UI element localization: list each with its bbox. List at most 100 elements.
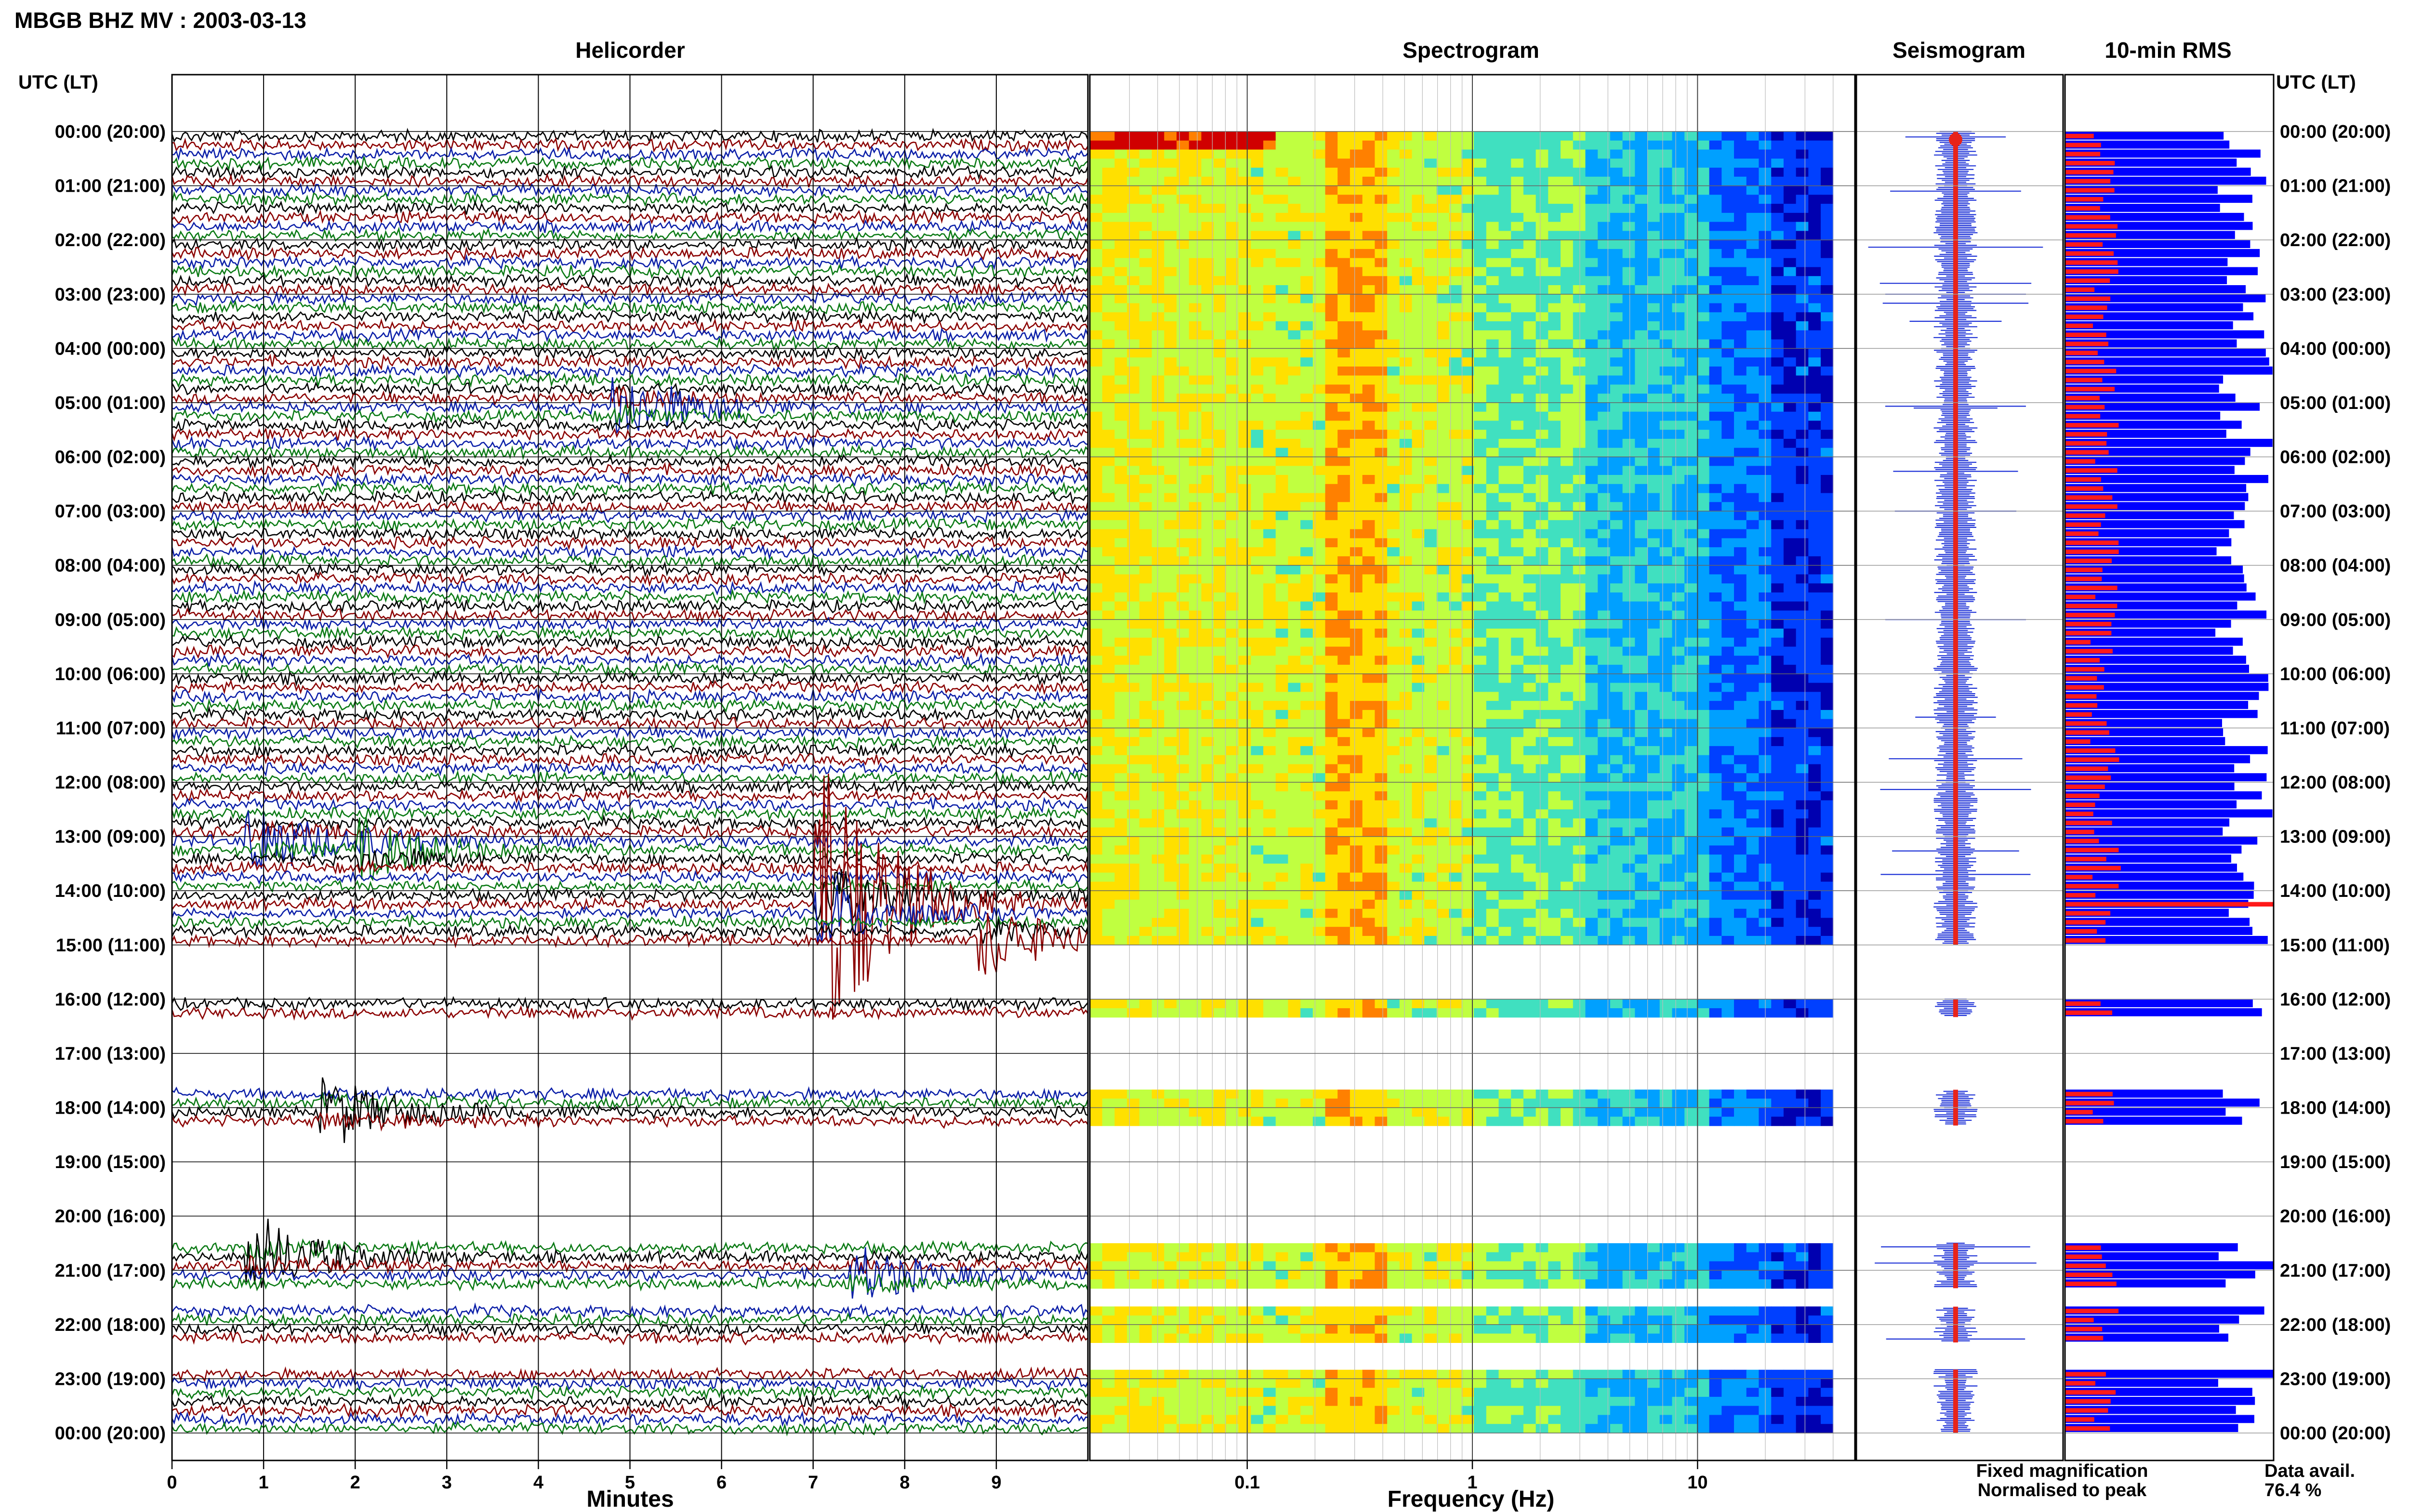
- spectrogram-cell: [1523, 665, 1536, 674]
- spectrogram-cell: [1436, 719, 1450, 729]
- spectrogram-cell: [1598, 827, 1611, 837]
- spectrogram-cell: [1201, 339, 1214, 349]
- spectrogram-cell: [1734, 791, 1747, 801]
- spectrogram-cell: [1610, 538, 1623, 548]
- spectrogram-cell: [1734, 565, 1747, 575]
- spectrogram-cell: [1226, 249, 1239, 259]
- spectrogram-cell: [1486, 240, 1499, 250]
- spectrogram-cell: [1312, 357, 1326, 367]
- spectrogram-cell: [1746, 809, 1760, 819]
- spectrogram-cell: [1238, 402, 1251, 412]
- spectrogram-cell: [1821, 384, 1834, 394]
- spectrogram-cell: [1696, 629, 1710, 638]
- spectrogram-cell: [1808, 267, 1821, 276]
- spectrogram-cell: [1114, 746, 1127, 756]
- spectrogram-cell: [1102, 204, 1115, 213]
- spectrogram-cell: [1573, 592, 1586, 602]
- spectrogram-cell: [1189, 394, 1202, 403]
- spectrogram-cell: [1498, 475, 1511, 485]
- spectrogram-cell: [1535, 673, 1549, 684]
- spectrogram-cell: [1474, 818, 1487, 828]
- spectrogram-cell: [1090, 402, 1103, 412]
- spectrogram-cell: [1424, 312, 1437, 322]
- spectrogram-cell: [1399, 656, 1413, 665]
- spectrogram-cell: [1288, 673, 1301, 684]
- spectrogram-cell: [1511, 809, 1524, 819]
- spectrogram-cell: [1659, 176, 1673, 186]
- spectrogram-cell: [1275, 222, 1289, 231]
- spectrogram-cell: [1474, 303, 1487, 313]
- spectrogram-cell: [1573, 737, 1586, 747]
- spectrogram-cell: [1238, 764, 1251, 774]
- spectrogram-cell: [1622, 764, 1636, 774]
- spectrogram-cell: [1362, 692, 1376, 701]
- spectrogram-cell: [1189, 629, 1202, 638]
- spectrogram-cell: [1325, 800, 1338, 810]
- spectrogram-cell: [1461, 646, 1474, 656]
- spectrogram-cell: [1177, 222, 1190, 231]
- spectrogram-cell: [1114, 357, 1127, 367]
- spectrogram-cell: [1474, 430, 1487, 439]
- spectrogram-cell: [1548, 285, 1561, 295]
- spectrogram-cell: [1808, 158, 1821, 168]
- spectrogram-cell: [1821, 800, 1834, 810]
- spectrogram-cell: [1102, 421, 1115, 430]
- spectrogram-cell: [1610, 845, 1623, 855]
- spectrogram-cell: [1461, 176, 1474, 186]
- spectrogram-cell: [1114, 592, 1127, 602]
- spectrogram-cell: [1821, 430, 1834, 439]
- spectrogram-cell: [1498, 502, 1511, 512]
- spectrogram-cell: [1449, 845, 1462, 855]
- spectrogram-cell: [1548, 185, 1561, 195]
- spectrogram-cell: [1152, 502, 1165, 512]
- spectrogram-cell: [1189, 746, 1202, 756]
- spectrogram-cell: [1783, 827, 1797, 837]
- spectrogram-cell: [1127, 231, 1140, 240]
- spectrogram-cell: [1399, 430, 1413, 439]
- spectrogram-cell: [1226, 493, 1239, 502]
- spectrogram-cell: [1288, 276, 1301, 286]
- spectrogram-cell: [1746, 484, 1760, 494]
- spectrogram-cell: [1387, 394, 1400, 403]
- spectrogram-cell: [1498, 249, 1511, 259]
- spectrogram-cell: [1672, 149, 1685, 159]
- spectrogram-cell: [1090, 140, 1103, 150]
- spectrogram-cell: [1362, 457, 1376, 466]
- spectrogram-cell: [1511, 267, 1524, 276]
- spectrogram-cell: [1585, 665, 1598, 674]
- spectrogram-cell: [1177, 447, 1190, 458]
- spectrogram-cell: [1164, 556, 1177, 566]
- spectrogram-cell: [1251, 168, 1264, 177]
- spectrogram-cell: [1288, 520, 1301, 530]
- spectrogram-cell: [1796, 212, 1809, 223]
- spectrogram-cell: [1498, 457, 1511, 466]
- spectrogram-cell: [1152, 845, 1165, 855]
- spectrogram-cell: [1238, 683, 1251, 692]
- spectrogram-cell: [1585, 348, 1598, 358]
- spectrogram-cell: [1684, 439, 1697, 448]
- spectrogram-cell: [1350, 656, 1363, 665]
- spectrogram-cell: [1783, 475, 1797, 485]
- spectrogram-cell: [1325, 574, 1338, 584]
- spectrogram-cell: [1573, 204, 1586, 213]
- spectrogram-cell: [1127, 565, 1140, 575]
- spectrogram-cell: [1424, 439, 1437, 448]
- spectrogram-cell: [1312, 131, 1326, 141]
- spectrogram-cell: [1734, 547, 1747, 557]
- spectrogram-cell: [1622, 592, 1636, 602]
- spectrogram-cell: [1548, 610, 1561, 620]
- spectrogram-cell: [1461, 547, 1474, 557]
- spectrogram-cell: [1362, 140, 1376, 150]
- spectrogram-cell: [1362, 646, 1376, 656]
- spectrogram-cell: [1238, 303, 1251, 313]
- spectrogram-cell: [1548, 240, 1561, 250]
- spectrogram-cell: [1796, 646, 1809, 656]
- spectrogram-cell: [1647, 710, 1660, 720]
- spectrogram-cell: [1498, 439, 1511, 448]
- spectrogram-cell: [1585, 511, 1598, 521]
- spectrogram-cell: [1721, 366, 1734, 376]
- spectrogram-cell: [1486, 222, 1499, 231]
- spectrogram-cell: [1709, 773, 1722, 783]
- spectrogram-cell: [1102, 746, 1115, 756]
- spectrogram-cell: [1114, 411, 1127, 421]
